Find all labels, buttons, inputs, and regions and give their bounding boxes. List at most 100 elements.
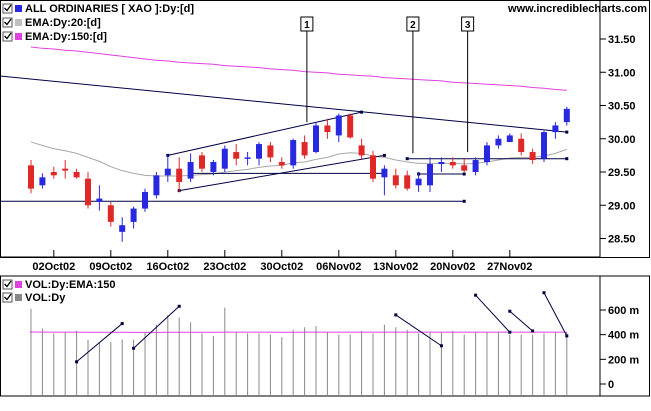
- price-x-tick-label: 02Oct02: [32, 261, 75, 273]
- volume-panel: [1, 276, 650, 396]
- legend-swatch: [15, 294, 22, 301]
- volume-y-tick-label: 200 m: [608, 354, 639, 366]
- candle-body: [119, 225, 125, 232]
- volume-trendline: [476, 295, 510, 332]
- price-trendline: [168, 112, 362, 155]
- legend-swatch: [15, 19, 22, 26]
- candle-body: [518, 139, 524, 152]
- candle-body: [245, 157, 251, 159]
- price-y-tick-label: 31.50: [608, 34, 636, 46]
- legend-swatch: [15, 33, 22, 40]
- price-x-tick-label: 27Nov02: [487, 261, 532, 273]
- price-x-tick-label: 13Nov02: [373, 261, 418, 273]
- candle-body: [541, 132, 547, 159]
- candle-body: [381, 169, 387, 178]
- price-trendline: [0, 72, 567, 132]
- candle-body: [62, 169, 68, 171]
- price-x-tick-label: 06Nov02: [316, 261, 361, 273]
- checkbox-check-icon[interactable]: [3, 280, 12, 289]
- price-x-tick-label: 20Nov02: [430, 261, 475, 273]
- marker-label: 1: [304, 20, 310, 31]
- trendline-endpoint: [474, 294, 477, 297]
- volume-y-tick-label: 0: [608, 379, 614, 391]
- volume-trendlines: [75, 291, 568, 363]
- candle-body: [438, 162, 444, 164]
- candle-body: [370, 155, 376, 178]
- legend: ALL ORDINARIES [ XAO ]:Dy:[d]EMA:Dy:20:[…: [3, 3, 194, 304]
- legend-label: VOL:Dy:EMA:150: [25, 279, 115, 291]
- checkbox-check-icon[interactable]: [3, 4, 12, 13]
- ema150-line: [31, 47, 567, 90]
- candle-body: [507, 135, 513, 142]
- candle-body: [51, 172, 57, 175]
- candle-body: [404, 175, 410, 188]
- price-y-tick-label: 29.00: [608, 200, 636, 212]
- candle-body: [302, 142, 308, 155]
- price-y-tick-label: 29.50: [608, 167, 636, 179]
- legend-label: EMA:Dy:150:[d]: [25, 31, 107, 43]
- candle-body: [96, 199, 102, 202]
- candle-body: [473, 160, 479, 172]
- volume-y-tick-label: 600 m: [608, 305, 639, 317]
- trendline-endpoint: [360, 111, 363, 114]
- trendline-endpoint: [463, 172, 466, 175]
- legend-label: VOL:Dy: [25, 292, 66, 304]
- checkbox-check-icon[interactable]: [3, 32, 12, 41]
- candle-body: [495, 139, 501, 146]
- trendline-endpoint: [383, 154, 386, 157]
- candle-body: [393, 175, 399, 185]
- candle-body: [279, 162, 285, 165]
- candle-body: [222, 149, 228, 169]
- price-x-tick-label: 23Oct02: [203, 261, 246, 273]
- trendline-endpoint: [394, 313, 397, 316]
- candle-body: [461, 165, 467, 170]
- price-y-tick-label: 31.00: [608, 67, 636, 79]
- candle-body: [450, 162, 456, 165]
- candle-body: [210, 162, 216, 172]
- marker-label: 2: [410, 20, 416, 31]
- legend-label: ALL ORDINARIES [ XAO ]:Dy:[d]: [25, 3, 194, 15]
- price-y-tick-label: 28.50: [608, 234, 636, 246]
- trendline-endpoint: [565, 334, 568, 337]
- candle-body: [153, 175, 159, 195]
- volume-panel-border: [1, 276, 650, 396]
- candle-body: [324, 125, 330, 132]
- volume-bars: [31, 308, 567, 395]
- legend-swatch: [15, 281, 22, 288]
- volume-trendline: [544, 293, 567, 336]
- price-y-tick-label: 30.00: [608, 134, 636, 146]
- trendline-endpoint: [75, 360, 78, 363]
- candle-body: [416, 179, 422, 186]
- legend-swatch: [15, 5, 22, 12]
- candle-body: [552, 125, 558, 132]
- annotation-markers: 1 2 3: [301, 17, 474, 153]
- candle-body: [359, 145, 365, 155]
- checkbox-check-icon[interactable]: [3, 18, 12, 27]
- candle-body: [233, 152, 239, 159]
- candle-body: [564, 109, 570, 122]
- trendline-endpoint: [132, 347, 135, 350]
- candle-body: [313, 125, 319, 152]
- candle-body: [188, 162, 194, 179]
- price-x-tick-label: 09Oct02: [89, 261, 132, 273]
- price-y-tick-label: 30.50: [608, 101, 636, 113]
- price-candles: [28, 107, 570, 242]
- volume-trendline: [510, 311, 533, 331]
- site-watermark: www.incrediblecharts.com: [507, 3, 647, 15]
- marker-label: 3: [465, 20, 471, 31]
- candle-body: [85, 179, 91, 206]
- candle-body: [142, 192, 148, 209]
- checkbox-check-icon[interactable]: [3, 293, 12, 302]
- candle-body: [39, 177, 45, 185]
- candle-body: [165, 169, 171, 176]
- candle-body: [131, 209, 137, 222]
- candle-body: [256, 144, 262, 159]
- candle-body: [74, 172, 80, 177]
- candle-body: [347, 115, 353, 137]
- candle-body: [290, 140, 296, 165]
- trendline-endpoint: [463, 200, 466, 203]
- candle-body: [336, 115, 342, 135]
